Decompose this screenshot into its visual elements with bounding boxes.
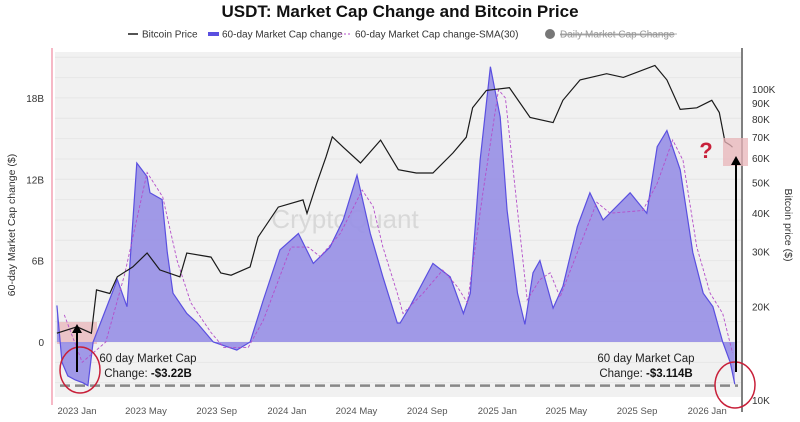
y-right-tick-label: 10K xyxy=(752,396,770,407)
annotation-left-label: Change: xyxy=(104,368,151,380)
y-left-axis-label: 60-day Market Cap change ($) xyxy=(6,154,18,296)
x-tick-label: 2024 Sep xyxy=(407,406,448,417)
arrow-right-head xyxy=(731,156,741,165)
annotation-right-value: -$3.114B xyxy=(646,368,693,380)
legend-label-market-cap[interactable]: 60-day Market Cap change xyxy=(222,30,343,41)
legend-swatch-daily xyxy=(545,29,555,39)
arrow-left-head xyxy=(72,324,82,333)
x-tick-label: 2024 Jan xyxy=(267,406,306,417)
y-right-axis-label: Bitcoin price ($) xyxy=(782,189,794,262)
y-left-tick-label: 6B xyxy=(32,257,45,268)
legend-label-sma[interactable]: 60-day Market Cap change-SMA(30) xyxy=(355,30,518,41)
chart-title: USDT: Market Cap Change and Bitcoin Pric… xyxy=(221,2,578,21)
x-tick-label: 2023 Jan xyxy=(57,406,96,417)
y-right-tick-label: 20K xyxy=(752,302,770,313)
y-right-tick-label: 80K xyxy=(752,115,770,126)
annotation-left-line1: 60 day Market Cap xyxy=(99,353,196,365)
annotation-left-line2: Change: -$3.22B xyxy=(104,368,192,380)
annotation-left-value: -$3.22B xyxy=(151,368,192,380)
y-left-tick-label: 0 xyxy=(38,338,44,349)
x-tick-label: 2026 Jan xyxy=(688,406,727,417)
y-right-tick-label: 50K xyxy=(752,179,770,190)
annotation-right-line1: 60 day Market Cap xyxy=(597,353,694,365)
y-right-tick-label: 60K xyxy=(752,154,770,165)
annotation-right-label: Change: xyxy=(599,368,646,380)
legend-swatch-market-cap xyxy=(208,32,219,36)
x-tick-label: 2025 Sep xyxy=(617,406,658,417)
legend-label-bitcoin[interactable]: Bitcoin Price xyxy=(142,30,198,41)
y-right-tick-label: 40K xyxy=(752,209,770,220)
bitcoin-price-line xyxy=(56,64,733,335)
legend[interactable]: Bitcoin Price 60-day Market Cap change 60-… xyxy=(128,29,677,41)
question-mark: ? xyxy=(699,138,712,163)
legend-label-daily[interactable]: Daily Market Cap Change xyxy=(560,30,675,41)
x-tick-label: 2023 Sep xyxy=(196,406,237,417)
x-tick-label: 2025 May xyxy=(545,406,587,417)
x-tick-label: 2025 Jan xyxy=(478,406,517,417)
y-right-tick-label: 30K xyxy=(752,248,770,259)
y-right-tick-label: 70K xyxy=(752,133,770,144)
y-right-tick-label: 90K xyxy=(752,99,770,110)
sma-line xyxy=(63,88,733,364)
y-right-tick-label: 100K xyxy=(752,85,776,96)
market-cap-change-area xyxy=(56,66,735,386)
annotation-right-line2: Change: -$3.114B xyxy=(599,368,692,380)
highlight-circle-left xyxy=(59,346,101,394)
x-tick-label: 2023 May xyxy=(125,406,167,417)
y-left-tick-label: 18B xyxy=(26,94,44,105)
market-cap-change-line xyxy=(56,66,736,387)
x-tick-label: 2024 May xyxy=(336,406,378,417)
y-left-tick-label: 12B xyxy=(26,175,44,186)
